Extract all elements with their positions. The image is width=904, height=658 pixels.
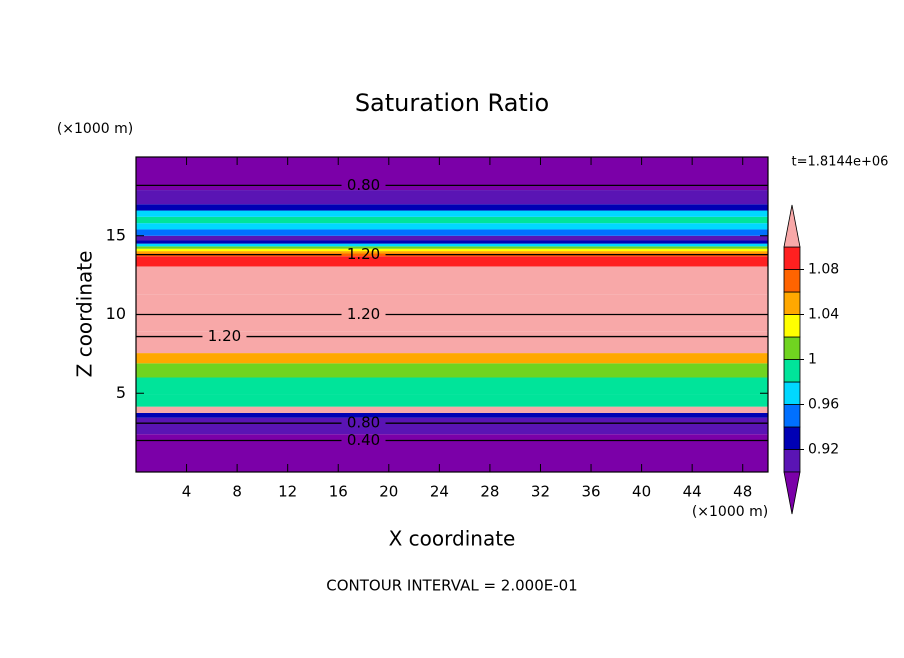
contour-band	[136, 223, 768, 230]
contour-band	[136, 394, 768, 407]
contour-band	[136, 377, 768, 395]
y-tick-label: 10	[106, 304, 126, 323]
x-tick-label: 36	[581, 483, 600, 501]
colorbar-box	[783, 426, 801, 450]
contour-band	[136, 412, 768, 418]
contour-label: 0.40	[347, 431, 380, 449]
x-tick-label: 8	[232, 483, 242, 501]
contour-band	[136, 406, 768, 413]
x-tick-label: 40	[632, 483, 651, 501]
colorbar-tick-label: 1.04	[808, 307, 839, 323]
x-tick-label: 20	[379, 483, 398, 501]
contour-band	[136, 294, 768, 332]
x-axis-label: X coordinate	[389, 527, 516, 551]
colorbar-box	[783, 359, 801, 383]
contour-band	[136, 417, 768, 435]
colorbar-tick-label: 1.08	[808, 262, 839, 278]
contour-band	[136, 235, 768, 241]
colorbar-box	[783, 336, 801, 360]
colorbar-box	[783, 381, 801, 405]
colorbar-box	[783, 314, 801, 338]
contour-band	[136, 190, 768, 205]
chart-title: Saturation Ratio	[355, 89, 549, 117]
contour-band	[136, 353, 768, 364]
colorbar-tick-label: 1	[808, 352, 817, 368]
contour-label: 1.20	[347, 305, 380, 323]
contour-band	[136, 266, 768, 295]
contour-label: 0.80	[347, 176, 380, 194]
x-tick-label: 24	[430, 483, 449, 501]
colorbar-box	[783, 291, 801, 315]
colorbar-box	[783, 246, 801, 270]
colorbar-tick-label: 0.96	[808, 397, 839, 413]
contour-band	[136, 256, 768, 267]
contour-band	[136, 157, 768, 191]
colorbar-box	[783, 404, 801, 428]
contour-band	[136, 243, 768, 247]
contour-band	[136, 210, 768, 217]
contour-band	[136, 246, 768, 249]
y-tick-label: 15	[106, 225, 126, 244]
colorbar-tick-label: 0.92	[808, 442, 839, 458]
colorbar-box	[783, 449, 801, 473]
contour-band	[136, 248, 768, 252]
colorbar-arrow	[783, 204, 801, 248]
contour-band	[136, 216, 768, 224]
contour-band	[136, 240, 768, 244]
contour-band	[136, 363, 768, 378]
contour-band	[136, 204, 768, 211]
x-tick-label: 48	[733, 483, 752, 501]
contour-band	[136, 251, 768, 254]
x-tick-label: 16	[329, 483, 348, 501]
time-label: t=1.8144e+06	[792, 155, 889, 170]
contour-label: 1.20	[347, 245, 380, 263]
y-axis-label: Z coordinate	[73, 251, 97, 378]
x-tick-label: 4	[182, 483, 192, 501]
contour-label: 1.20	[208, 327, 241, 345]
x-unit: (×1000 m)	[692, 504, 768, 520]
x-tick-label: 12	[278, 483, 297, 501]
colorbar-box	[783, 269, 801, 293]
colorbar-arrow	[783, 471, 801, 515]
y-unit: (×1000 m)	[57, 121, 133, 137]
y-tick-label: 5	[116, 383, 126, 402]
x-tick-label: 32	[531, 483, 550, 501]
x-tick-label: 28	[480, 483, 499, 501]
footer: CONTOUR INTERVAL = 2.000E-01	[326, 577, 577, 595]
contour-band	[136, 229, 768, 236]
contour-label: 0.80	[347, 414, 380, 432]
x-tick-label: 44	[683, 483, 702, 501]
